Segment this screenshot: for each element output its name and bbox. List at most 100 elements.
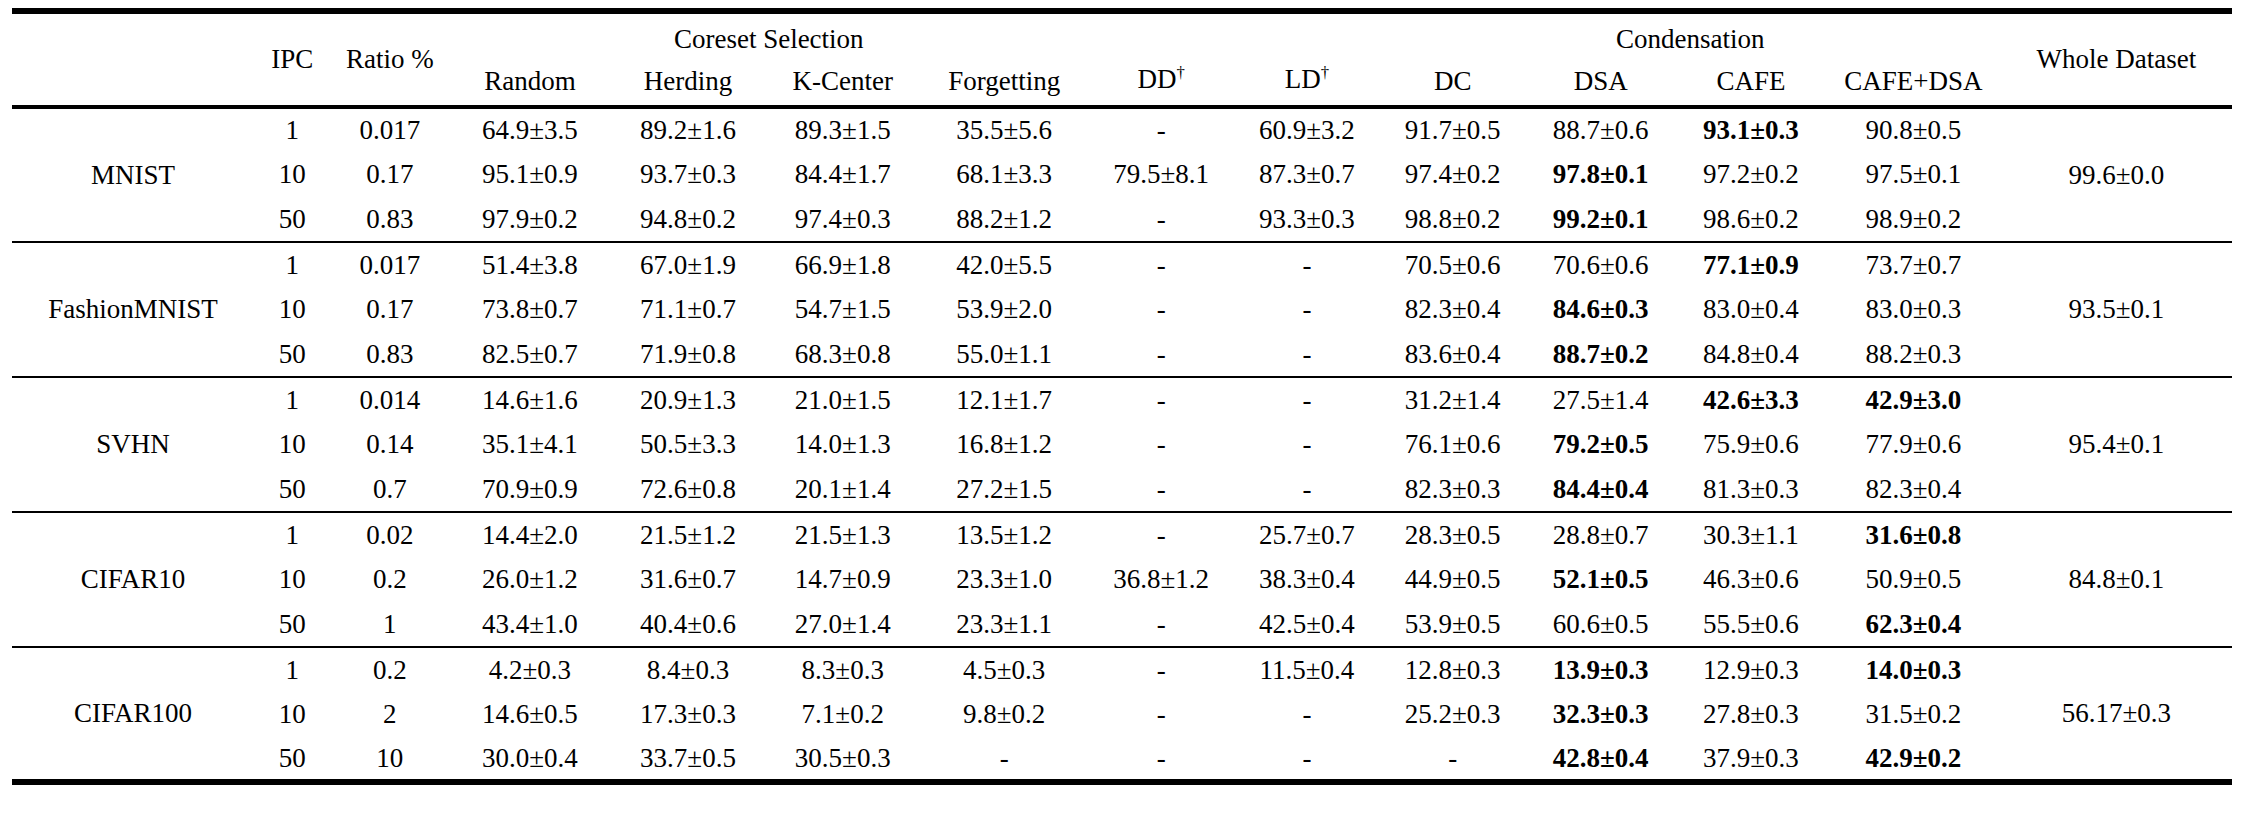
table-row: 100.1795.1±0.993.7±0.384.4±1.768.1±3.379… [12, 152, 2232, 197]
col-header-ipc: IPC [254, 11, 330, 107]
result-cell-forgetting: 9.8±0.2 [920, 692, 1088, 737]
result-cell-forgetting: 35.5±5.6 [920, 107, 1088, 152]
result-cell-dd: - [1088, 377, 1234, 422]
results-tbody: MNIST10.01764.9±3.589.2±1.689.3±1.535.5±… [12, 107, 2232, 782]
result-cell-dsa: 88.7±0.2 [1526, 332, 1676, 377]
result-cell-random: 26.0±1.2 [449, 557, 610, 602]
ipc-cell: 50 [254, 737, 330, 782]
result-cell-forgetting: 13.5±1.2 [920, 512, 1088, 557]
result-cell-cafe: 55.5±0.6 [1676, 602, 1826, 647]
results-table: IPC Ratio % Coreset Selection DD† LD† Co… [12, 8, 2232, 785]
dagger-icon: † [1321, 63, 1329, 82]
ratio-cell: 0.17 [330, 287, 449, 332]
result-cell-cafe-dsa: 42.9±0.2 [1826, 737, 2001, 782]
result-cell-herding: 89.2±1.6 [611, 107, 766, 152]
result-cell-ld: - [1234, 467, 1380, 512]
result-cell-dc: 28.3±0.5 [1380, 512, 1526, 557]
ratio-cell: 2 [330, 692, 449, 737]
result-cell-dd: - [1088, 737, 1234, 782]
result-cell-dsa: 60.6±0.5 [1526, 602, 1676, 647]
result-cell-dsa: 13.9±0.3 [1526, 647, 1676, 692]
table-row: 501030.0±0.433.7±0.530.5±0.3----42.8±0.4… [12, 737, 2232, 782]
ld-label: LD [1285, 64, 1321, 94]
result-cell-dsa: 79.2±0.5 [1526, 422, 1676, 467]
ratio-cell: 0.7 [330, 467, 449, 512]
result-cell-dd: - [1088, 242, 1234, 287]
table-row: 50143.4±1.040.4±0.627.0±1.423.3±1.1-42.5… [12, 602, 2232, 647]
ratio-cell: 0.83 [330, 197, 449, 242]
result-cell-cafe: 37.9±0.3 [1676, 737, 1826, 782]
result-cell-herding: 94.8±0.2 [611, 197, 766, 242]
result-cell-cafe-dsa: 83.0±0.3 [1826, 287, 2001, 332]
ipc-cell: 50 [254, 467, 330, 512]
whole-dataset-cell: 95.4±0.1 [2001, 377, 2232, 512]
result-cell-dd: - [1088, 197, 1234, 242]
result-cell-herding: 8.4±0.3 [611, 647, 766, 692]
col-header-dd: DD† [1088, 11, 1234, 107]
ipc-cell: 1 [254, 647, 330, 692]
result-cell-random: 4.2±0.3 [449, 647, 610, 692]
whole-dataset-cell: 84.8±0.1 [2001, 512, 2232, 647]
result-cell-k-center: 14.0±1.3 [765, 422, 920, 467]
result-cell-random: 51.4±3.8 [449, 242, 610, 287]
result-cell-forgetting: 53.9±2.0 [920, 287, 1088, 332]
result-cell-k-center: 14.7±0.9 [765, 557, 920, 602]
result-cell-dc: 98.8±0.2 [1380, 197, 1526, 242]
col-header-random: Random [449, 57, 610, 107]
ratio-cell: 0.14 [330, 422, 449, 467]
result-cell-dsa: 32.3±0.3 [1526, 692, 1676, 737]
col-header-cafe-dsa: CAFE+DSA [1826, 57, 2001, 107]
table-row: MNIST10.01764.9±3.589.2±1.689.3±1.535.5±… [12, 107, 2232, 152]
table-row: CIFAR10010.24.2±0.38.4±0.38.3±0.34.5±0.3… [12, 647, 2232, 692]
table-row: 10214.6±0.517.3±0.37.1±0.29.8±0.2--25.2±… [12, 692, 2232, 737]
result-cell-random: 14.4±2.0 [449, 512, 610, 557]
result-cell-dc: 25.2±0.3 [1380, 692, 1526, 737]
result-cell-forgetting: 55.0±1.1 [920, 332, 1088, 377]
result-cell-dc: 76.1±0.6 [1380, 422, 1526, 467]
result-cell-cafe: 27.8±0.3 [1676, 692, 1826, 737]
result-cell-dd: - [1088, 467, 1234, 512]
result-cell-forgetting: 68.1±3.3 [920, 152, 1088, 197]
result-cell-cafe: 81.3±0.3 [1676, 467, 1826, 512]
result-cell-ld: - [1234, 377, 1380, 422]
table-row: 500.8397.9±0.294.8±0.297.4±0.388.2±1.2-9… [12, 197, 2232, 242]
dataset-name: MNIST [12, 107, 254, 242]
table-row: 100.1773.8±0.771.1±0.754.7±1.553.9±2.0--… [12, 287, 2232, 332]
result-cell-dd: - [1088, 422, 1234, 467]
result-cell-random: 73.8±0.7 [449, 287, 610, 332]
result-cell-cafe-dsa: 14.0±0.3 [1826, 647, 2001, 692]
table-header: IPC Ratio % Coreset Selection DD† LD† Co… [12, 11, 2232, 107]
result-cell-ld: 38.3±0.4 [1234, 557, 1380, 602]
result-cell-k-center: 54.7±1.5 [765, 287, 920, 332]
result-cell-herding: 33.7±0.5 [611, 737, 766, 782]
result-cell-forgetting: 88.2±1.2 [920, 197, 1088, 242]
result-cell-random: 70.9±0.9 [449, 467, 610, 512]
result-cell-dc: - [1380, 737, 1526, 782]
result-cell-ld: - [1234, 287, 1380, 332]
result-cell-dc: 53.9±0.5 [1380, 602, 1526, 647]
ratio-cell: 0.2 [330, 557, 449, 602]
result-cell-dc: 91.7±0.5 [1380, 107, 1526, 152]
dd-label: DD [1137, 64, 1176, 94]
result-cell-cafe-dsa: 73.7±0.7 [1826, 242, 2001, 287]
col-header-whole-dataset: Whole Dataset [2001, 11, 2232, 107]
dataset-name: CIFAR10 [12, 512, 254, 647]
result-cell-ld: 87.3±0.7 [1234, 152, 1380, 197]
result-cell-herding: 31.6±0.7 [611, 557, 766, 602]
result-cell-herding: 71.1±0.7 [611, 287, 766, 332]
ipc-cell: 50 [254, 332, 330, 377]
result-cell-forgetting: 12.1±1.7 [920, 377, 1088, 422]
result-cell-forgetting: 27.2±1.5 [920, 467, 1088, 512]
result-cell-k-center: 7.1±0.2 [765, 692, 920, 737]
table-row: 500.770.9±0.972.6±0.820.1±1.427.2±1.5--8… [12, 467, 2232, 512]
result-cell-k-center: 66.9±1.8 [765, 242, 920, 287]
whole-dataset-cell: 99.6±0.0 [2001, 107, 2232, 242]
result-cell-k-center: 68.3±0.8 [765, 332, 920, 377]
col-header-forgetting: Forgetting [920, 57, 1088, 107]
result-cell-dd: - [1088, 692, 1234, 737]
result-cell-cafe: 42.6±3.3 [1676, 377, 1826, 422]
result-cell-k-center: 30.5±0.3 [765, 737, 920, 782]
result-cell-dsa: 84.4±0.4 [1526, 467, 1676, 512]
result-cell-cafe: 98.6±0.2 [1676, 197, 1826, 242]
ratio-cell: 10 [330, 737, 449, 782]
